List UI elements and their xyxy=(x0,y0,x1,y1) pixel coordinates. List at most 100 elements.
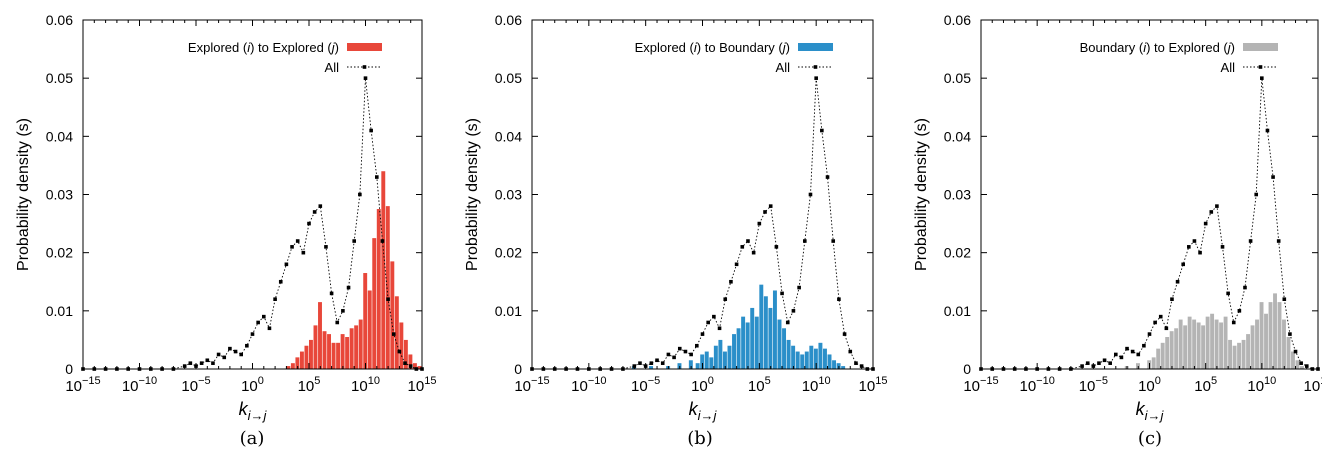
all-series-point xyxy=(329,291,334,296)
histogram-bar xyxy=(732,334,736,369)
all-series-point xyxy=(1215,204,1219,208)
all-series-point xyxy=(301,250,306,255)
histogram-bar xyxy=(736,328,741,369)
y-axis-label: Probability density (s) xyxy=(15,118,32,271)
histogram-bar xyxy=(1178,319,1183,369)
panel-caption: (a) xyxy=(240,428,265,449)
x-tick-label: 105 xyxy=(298,375,321,395)
all-series-point xyxy=(375,175,379,179)
y-tick-label: 0.04 xyxy=(944,128,971,144)
x-tick-label: 1010 xyxy=(802,375,831,395)
histogram-bar xyxy=(1223,316,1228,369)
all-series-point xyxy=(689,352,693,357)
histogram-bar xyxy=(754,316,759,369)
all-series-point xyxy=(660,361,665,365)
histogram-bar xyxy=(772,290,777,369)
all-series-point xyxy=(352,239,356,243)
y-tick-label: 0.06 xyxy=(944,12,971,28)
all-series-point xyxy=(335,320,340,325)
panel-caption: (b) xyxy=(687,428,713,449)
histogram-bar xyxy=(376,209,381,369)
all-series-point xyxy=(256,320,260,325)
y-tick-label: 0 xyxy=(514,361,522,377)
histogram-bar xyxy=(1196,322,1201,369)
histogram-bar xyxy=(417,366,422,369)
all-series-point xyxy=(1142,343,1146,348)
all-series-point xyxy=(700,332,705,336)
histogram-bar xyxy=(822,348,827,369)
legend-marker-all xyxy=(362,65,367,69)
histogram-bar xyxy=(1165,337,1170,369)
all-series-point xyxy=(1260,76,1264,80)
histogram-bar xyxy=(1259,302,1264,369)
all-series-point xyxy=(1299,361,1303,365)
histogram-bar xyxy=(1255,319,1259,369)
histogram-bar xyxy=(1228,339,1233,369)
y-tick-label: 0.02 xyxy=(944,245,971,261)
all-series-line xyxy=(83,78,422,370)
legend-label-histogram: Explored (i) to Explored (j) xyxy=(188,40,339,55)
all-series-point xyxy=(1254,192,1259,197)
all-series-point xyxy=(1147,332,1152,336)
all-series-point xyxy=(854,361,858,365)
all-series-point xyxy=(1102,358,1107,363)
histogram-bar xyxy=(367,290,372,369)
all-series-point xyxy=(1136,352,1141,357)
histogram-bar xyxy=(649,366,654,369)
all-series-point xyxy=(245,343,249,348)
all-series-point xyxy=(706,320,710,325)
histogram-bar xyxy=(318,302,322,369)
x-tick-label: 100 xyxy=(241,375,264,395)
all-series-point xyxy=(723,297,728,301)
x-axis-label: ki→j xyxy=(1136,399,1165,423)
all-series-point xyxy=(717,326,722,331)
x-tick-label: 1015 xyxy=(1304,375,1322,395)
all-series-point xyxy=(831,239,836,243)
all-series-point xyxy=(797,285,801,290)
all-series-point xyxy=(341,309,345,313)
all-series-point xyxy=(318,204,323,208)
histogram-bar xyxy=(1291,351,1295,369)
histogram-bar xyxy=(322,331,327,369)
all-series-point xyxy=(1192,239,1197,243)
histogram-bar xyxy=(804,351,809,369)
legend-marker-all xyxy=(1258,65,1263,69)
x-tick-label: 10−10 xyxy=(571,375,606,395)
all-series-point xyxy=(391,332,396,336)
histogram-bar xyxy=(295,357,300,369)
all-series-point xyxy=(1265,128,1270,133)
x-tick-label: 100 xyxy=(691,375,714,395)
all-series-point xyxy=(820,128,824,133)
histogram-bar xyxy=(1264,313,1268,369)
all-series-point xyxy=(757,221,762,226)
all-series-point xyxy=(1226,291,1230,296)
histogram-bar xyxy=(695,363,700,369)
panel-caption: (c) xyxy=(1138,428,1162,449)
legend: Boundary (i) to Explored (j) All xyxy=(1080,40,1278,75)
all-series-point xyxy=(363,76,368,80)
all-series-point xyxy=(397,349,402,354)
y-tick-label: 0.06 xyxy=(495,12,522,28)
legend-label-histogram: Explored (i) to Boundary (j) xyxy=(635,40,790,55)
legend-swatch-histogram xyxy=(1243,43,1278,51)
histogram-bar xyxy=(688,360,693,369)
y-tick-label: 0.04 xyxy=(46,128,73,144)
x-tick-label: 10−10 xyxy=(1019,375,1054,395)
all-series-point xyxy=(1209,210,1214,214)
histogram-bar xyxy=(1273,293,1277,369)
legend: Explored (i) to Boundary (j) All xyxy=(635,40,833,75)
x-tick-label: 1010 xyxy=(1247,375,1276,395)
legend-label-histogram: Boundary (i) to Explored (j) xyxy=(1080,40,1235,55)
all-series-point xyxy=(1220,245,1225,249)
histogram-bar xyxy=(286,366,291,369)
histogram-bar xyxy=(1210,313,1215,369)
histogram-bar xyxy=(1300,366,1304,369)
chart-panel-1: 0 0.01 0.02 0.03 0.04 0.05 0.06 10−15 10−10 10−5 1… xyxy=(15,12,436,449)
all-series-point xyxy=(386,297,390,301)
all-series-point xyxy=(267,326,272,331)
all-series-point xyxy=(1243,285,1247,290)
histogram-bar xyxy=(363,273,368,369)
histogram-bar xyxy=(1246,334,1250,369)
